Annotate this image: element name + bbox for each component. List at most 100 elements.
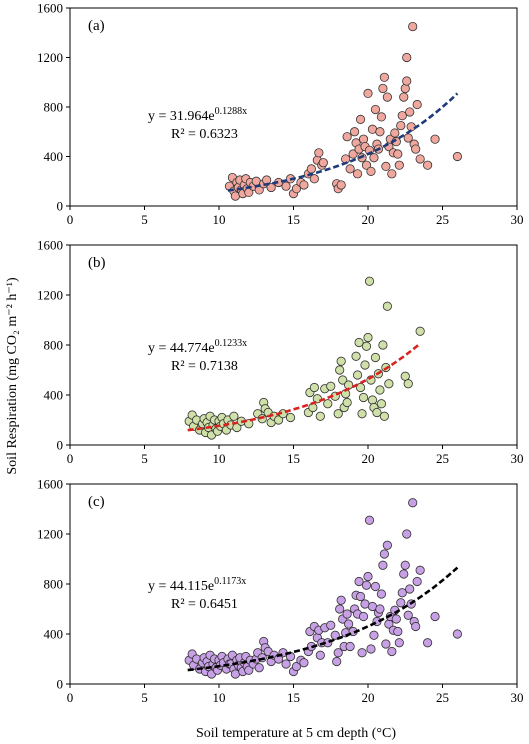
y-tick-label: 0 (57, 199, 64, 214)
data-point (375, 604, 385, 614)
data-point (411, 621, 421, 632)
y-tick-label: 1600 (37, 238, 63, 253)
y-axis-label: Soil Respiration (mg CO₂ m⁻² h⁻¹) (5, 277, 20, 475)
data-point (344, 619, 354, 629)
data-point (291, 184, 302, 194)
data-point (396, 598, 406, 608)
trend-line (187, 566, 459, 672)
panel-1: 0 5 10 15 20 25 30 0 400 800 1200 1600 (a) y = 31.964… (37, 1, 524, 228)
data-point (399, 92, 409, 102)
trend-equation: y = 44.774e0.1233x (148, 338, 247, 356)
data-point (415, 326, 425, 336)
data-point (382, 92, 392, 102)
y-tick-label: 1200 (37, 50, 63, 65)
panel-2: 0 5 10 15 20 25 30 0 400 800 1200 1600 (b) y = 44.774… (37, 238, 524, 467)
data-point (358, 134, 369, 144)
data-point (291, 661, 302, 672)
data-point (335, 365, 345, 375)
data-point (397, 588, 407, 598)
data-point (382, 301, 392, 311)
data-point (394, 638, 404, 648)
data-point (281, 181, 291, 191)
data-point (403, 379, 413, 389)
x-tick-label: 15 (287, 451, 300, 466)
data-point (405, 584, 415, 594)
data-point (315, 650, 325, 660)
trend-line (187, 343, 420, 432)
data-point (452, 151, 462, 162)
data-point (408, 498, 418, 508)
data-point (370, 581, 381, 592)
panel-label: (b) (88, 255, 106, 271)
data-point (403, 610, 413, 620)
data-point (354, 337, 364, 348)
equation-base: y = 44.115e (148, 579, 214, 594)
data-point (299, 180, 309, 190)
x-tick-label: 30 (511, 212, 524, 227)
data-point (422, 160, 433, 170)
data-point (361, 160, 372, 170)
data-point (366, 166, 376, 176)
data-point (342, 609, 352, 619)
x-tick-label: 0 (67, 690, 74, 705)
x-axis-label: Soil temperature at 5 cm depth (°C) (196, 726, 396, 741)
data-point (363, 332, 373, 343)
y-tick-label: 800 (44, 338, 64, 353)
y-tick-label: 800 (44, 100, 64, 115)
data-point (361, 341, 372, 351)
data-point (351, 351, 361, 361)
data-point (364, 276, 375, 286)
data-point (378, 340, 388, 350)
data-point (415, 154, 425, 164)
data-point (370, 104, 381, 115)
data-point (355, 382, 366, 393)
y-tick-label: 1200 (37, 527, 63, 542)
data-point (333, 648, 343, 658)
data-point (378, 560, 388, 570)
data-point (338, 375, 348, 385)
data-point (430, 611, 440, 622)
data-point (381, 639, 391, 649)
panel-label: (c) (88, 494, 105, 510)
data-point (244, 665, 254, 675)
y-tick-label: 0 (57, 677, 64, 692)
data-point (369, 153, 379, 163)
x-tick-label: 25 (436, 690, 449, 705)
trend-equation: y = 31.964e0.1288x (148, 106, 247, 124)
data-point (281, 659, 291, 669)
data-point (372, 407, 382, 418)
equation-base: y = 31.964e (148, 109, 215, 124)
data-point (375, 127, 385, 137)
data-point (285, 412, 296, 423)
data-point (399, 569, 409, 579)
data-point (405, 107, 415, 117)
data-point (363, 88, 373, 98)
data-point (330, 630, 340, 640)
data-point (412, 99, 422, 110)
x-tick-label: 10 (213, 212, 226, 227)
y-tick-label: 1200 (37, 288, 63, 303)
data-point (352, 169, 363, 179)
data-point (397, 111, 407, 121)
data-point (393, 626, 403, 637)
data-point (358, 392, 369, 403)
data-point (358, 611, 369, 622)
data-point (382, 540, 392, 550)
x-tick-label: 5 (141, 451, 148, 466)
data-point (411, 144, 421, 154)
equation-base: y = 44.774e (148, 341, 215, 356)
data-point (379, 411, 389, 421)
data-point (402, 76, 412, 86)
data-point (348, 149, 358, 159)
data-point (396, 120, 406, 131)
data-point (352, 370, 363, 380)
data-point (408, 21, 418, 32)
x-tick-label: 0 (67, 212, 74, 227)
data-point (378, 83, 388, 94)
data-point (229, 411, 239, 421)
data-point (370, 352, 381, 363)
data-point (379, 72, 389, 82)
panel-3: 0 5 10 15 20 25 30 0 400 800 1200 1600 (c) y = 44.115… (37, 477, 524, 706)
equation-exponent: 0.1173x (214, 576, 246, 587)
